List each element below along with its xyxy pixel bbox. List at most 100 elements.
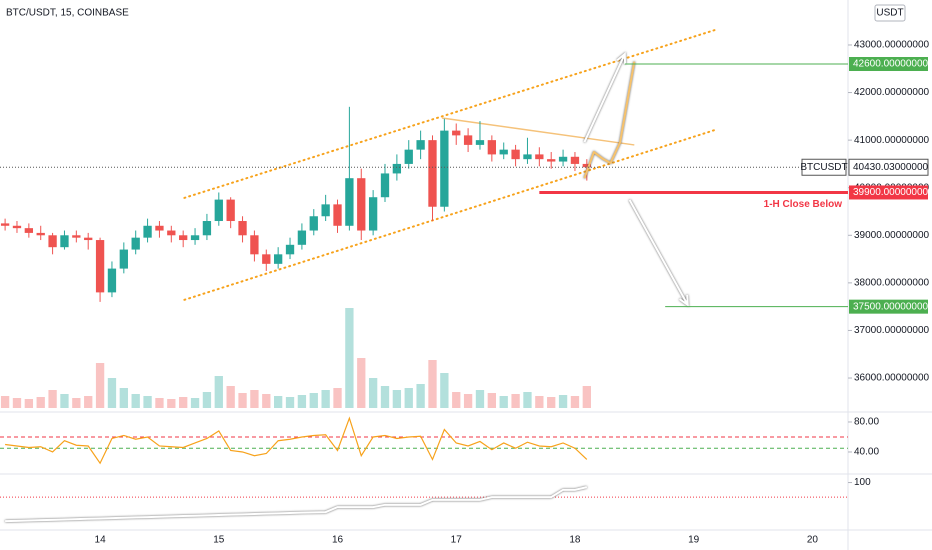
candle-body xyxy=(582,163,591,168)
candle-body xyxy=(131,237,140,250)
volume-bar xyxy=(333,388,342,408)
volume-bar xyxy=(487,393,497,408)
volume-bar xyxy=(274,396,283,408)
candle-body xyxy=(107,268,117,293)
volume-bar xyxy=(190,398,200,408)
candle-body xyxy=(558,156,568,162)
y-tick-label: 80.00 xyxy=(854,417,879,428)
level-note: 1-H Close Below xyxy=(764,199,843,210)
volume-bar xyxy=(95,363,105,408)
level-label: 39900.00000000 xyxy=(853,187,929,198)
volume-bar xyxy=(499,396,508,408)
volume-bar xyxy=(523,392,532,408)
volume-bar xyxy=(167,399,176,408)
x-tick-label: 20 xyxy=(807,535,819,546)
candle-body xyxy=(262,254,271,264)
candle-body xyxy=(440,130,449,207)
candle-body xyxy=(167,230,176,236)
candle-body xyxy=(309,216,318,231)
candle-body xyxy=(36,232,45,236)
x-tick-label: 14 xyxy=(95,535,107,546)
last-price-label: 40430.03000000 xyxy=(853,162,929,173)
y-tick-label: 40.00 xyxy=(854,447,879,458)
candle-body xyxy=(416,140,425,150)
candle-body xyxy=(274,254,283,264)
candle-body xyxy=(523,154,532,160)
x-tick-label: 19 xyxy=(688,535,700,546)
volume-bar xyxy=(463,394,473,408)
candle-body xyxy=(392,163,402,174)
candle-body xyxy=(48,235,57,248)
symbol-label: BTCUSDT xyxy=(800,162,847,173)
candle-body xyxy=(404,149,413,164)
y-tick-label: 41000.00000000 xyxy=(854,135,930,146)
trendline xyxy=(441,117,635,146)
volume-bar xyxy=(416,384,425,408)
volume-bar xyxy=(119,388,128,408)
volume-bar xyxy=(0,396,10,408)
x-tick-label: 16 xyxy=(332,535,344,546)
candle-body xyxy=(202,221,212,236)
candle-body xyxy=(380,173,390,198)
candle-body xyxy=(72,235,81,238)
volume-bar xyxy=(440,373,449,408)
volume-bar xyxy=(84,396,93,408)
volume-bar xyxy=(558,395,568,408)
volume-bar xyxy=(36,397,45,408)
candle-body xyxy=(95,240,105,293)
arrow xyxy=(583,51,627,143)
candle-body xyxy=(452,130,461,136)
candle-body xyxy=(428,140,437,207)
volume-bar xyxy=(250,390,259,408)
volume-bar xyxy=(60,394,69,408)
level-label: 37500.00000000 xyxy=(853,301,929,312)
volume-bar xyxy=(368,378,378,408)
volume-bar xyxy=(511,394,520,408)
volume-bar xyxy=(547,397,556,408)
currency-label[interactable]: USDT xyxy=(876,8,903,19)
volume-bar xyxy=(582,386,591,408)
volume-bar xyxy=(48,390,57,408)
volume-bar xyxy=(202,392,212,408)
volume-bar xyxy=(24,399,34,408)
projection-curve xyxy=(583,61,636,179)
volume-bar xyxy=(392,390,402,408)
y-tick-label: 36000.00000000 xyxy=(854,373,930,384)
candle-body xyxy=(24,228,34,233)
y-tick-label: 39000.00000000 xyxy=(854,230,930,241)
candle-body xyxy=(511,149,520,160)
candle-body xyxy=(297,230,307,245)
candle-body xyxy=(214,199,223,222)
volume-bar xyxy=(309,393,318,408)
y-tick-label: 42000.00000000 xyxy=(854,87,930,98)
volume-bar xyxy=(214,376,223,408)
chart-title: BTC/USDT, 15, COINBASE xyxy=(6,8,129,19)
volume-bar xyxy=(321,390,330,408)
candle-body xyxy=(535,154,544,160)
y-tick-label: 38000.00000000 xyxy=(854,278,930,289)
volume-bar xyxy=(404,388,413,408)
level-label-box xyxy=(849,57,928,72)
y-tick-label: 37000.00000000 xyxy=(854,325,930,336)
volume-bar xyxy=(380,386,390,408)
level-label-box xyxy=(849,185,928,200)
volume-bar xyxy=(475,390,485,408)
volume-bar xyxy=(238,393,247,408)
candle-body xyxy=(84,237,93,241)
volume-bar xyxy=(452,392,461,408)
candle-body xyxy=(226,199,235,222)
candle-body xyxy=(12,225,22,229)
candle-body xyxy=(570,156,580,164)
candle-body xyxy=(345,178,354,226)
volume-bar xyxy=(226,386,235,408)
level-label-box xyxy=(849,299,928,314)
candle-body xyxy=(0,223,10,226)
candle-body xyxy=(60,235,69,248)
candle-body xyxy=(368,197,378,231)
currency-button[interactable] xyxy=(874,4,906,22)
candle-body xyxy=(499,149,508,155)
x-tick-label: 17 xyxy=(451,535,463,546)
y-tick-label: 100 xyxy=(854,477,871,488)
